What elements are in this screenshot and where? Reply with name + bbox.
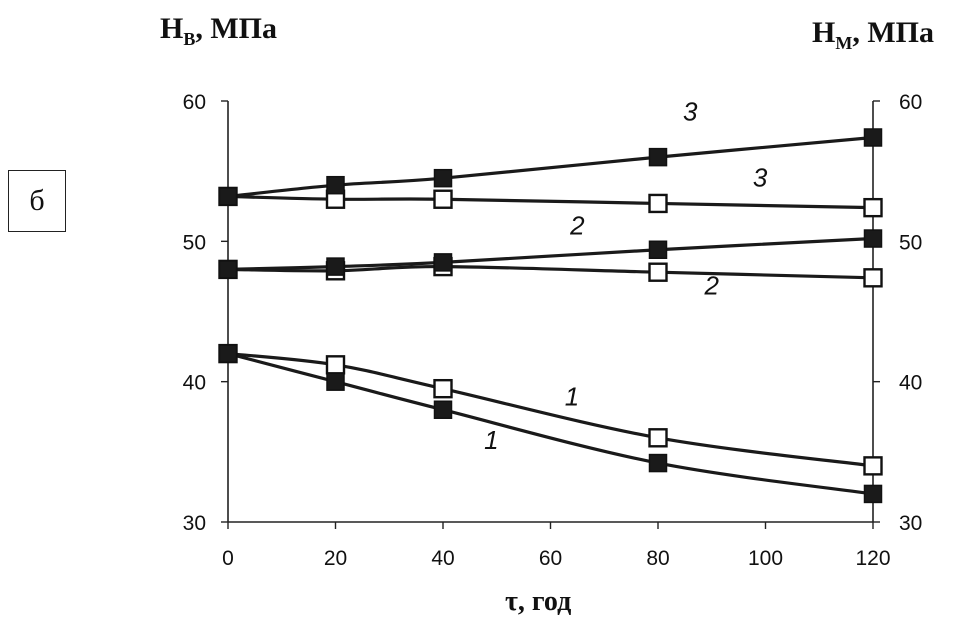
data-point-open-square [863,456,883,476]
left-y-tick-label: 40 [183,372,206,395]
data-point-filled-square [326,372,345,391]
data-point-open-square [863,197,883,218]
data-point-filled-square [863,229,883,248]
data-point-open-square [325,355,346,375]
curve-label-2: 2 [569,210,585,240]
series-line-3-filled [226,135,875,199]
left-axis-title-unit: , МПа [195,12,278,45]
left-y-tick-label: 60 [183,91,206,114]
series-line-2-filled [226,236,875,271]
data-point-filled-square [863,484,883,504]
data-point-filled-square [218,344,238,363]
x-tick-label: 40 [431,547,454,570]
data-point-filled-square [648,240,668,260]
series-line-1-open [226,352,875,468]
data-point-open-square [648,428,668,448]
left-y-tick-label: 30 [183,512,206,535]
left-y-tick-label: 50 [183,231,206,254]
right-y-tick-label: 40 [899,372,922,395]
data-point-filled-square [433,253,453,272]
left-axis-title-sub: B [183,29,196,49]
data-point-open-square [648,262,668,282]
data-point-filled-square [326,257,345,276]
axes: 0 20 40 60 80 100 120 30 40 50 60 30 40 50 60 [183,91,923,570]
right-y-tick-label: 60 [899,91,922,114]
data-point-filled-square [433,168,453,188]
data-point-filled-square [218,260,238,279]
x-tick-label: 60 [539,547,562,570]
series-line-2-open [226,264,875,280]
right-axis-title-unit: , МПа [852,16,934,49]
right-axis-title-sub: M [835,33,853,53]
x-tick-label: 120 [855,547,890,570]
series-line-1-filled [226,352,875,496]
data-point-open-square [433,189,453,209]
data-point-filled-square [648,453,668,473]
data-point-open-square [863,268,883,288]
data-point-open-square [433,378,453,399]
data-point-filled-square [648,147,668,167]
data-point-filled-square [218,187,238,206]
curve-label-1: 1 [565,382,579,412]
left-axis-title: HB, МПа [160,12,277,50]
data-point-open-square [648,193,668,214]
right-axis-title: HM, МПа [812,16,934,54]
series-lines [226,135,875,496]
x-axis-title: τ, год [505,586,572,617]
curve-label-2: 2 [704,271,720,301]
data-point-filled-square [433,400,453,419]
x-tick-label: 100 [748,547,783,570]
curve-label-1: 1 [484,425,498,455]
x-tick-label: 80 [646,547,669,570]
right-axis-title-main: H [812,16,836,49]
x-tick-label: 0 [222,547,234,570]
series-labels: 1 1 2 2 3 3 [484,97,768,455]
curve-label-3: 3 [683,97,698,127]
left-axis-title-main: H [160,12,184,45]
data-point-filled-square [326,175,345,195]
data-point-filled-square [863,128,883,147]
right-y-tick-label: 50 [899,231,922,254]
panel-label: б [8,170,66,232]
x-tick-label: 20 [324,547,347,570]
series-line-3-open [226,194,875,210]
right-y-tick-label: 30 [899,512,922,535]
series-markers [218,128,883,504]
curve-label-3: 3 [753,163,768,193]
